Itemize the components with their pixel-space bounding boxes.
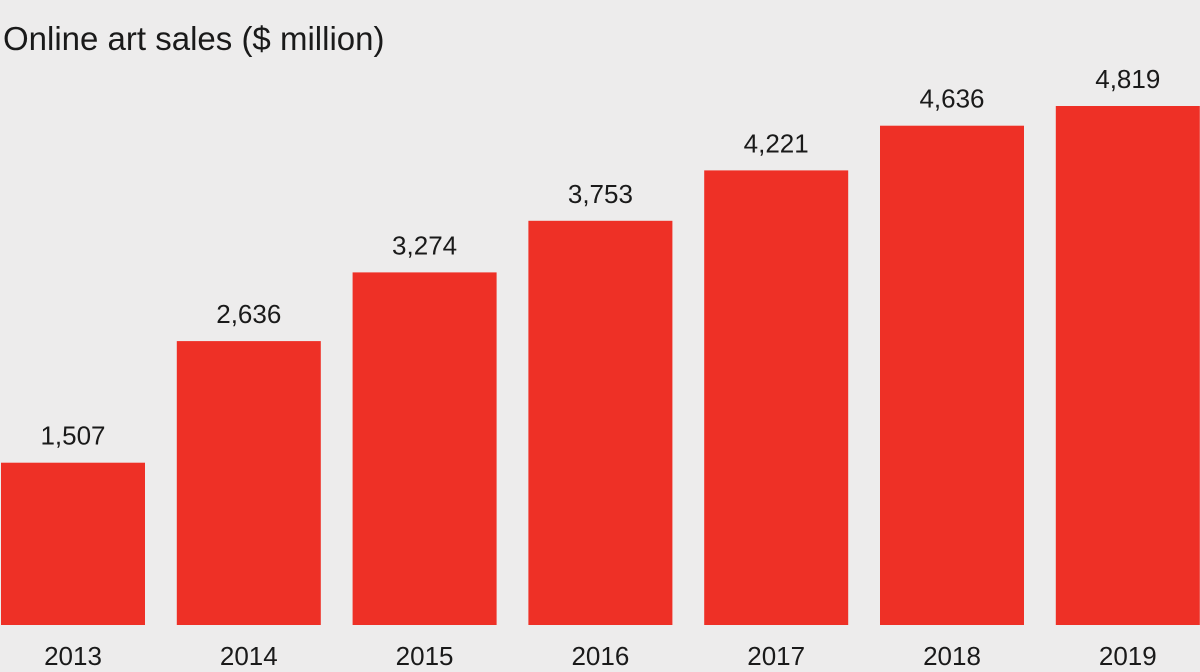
x-tick-label-2015: 2015 — [396, 641, 454, 671]
bar-2017 — [704, 170, 849, 625]
bar-2019 — [1055, 106, 1200, 625]
x-tick-label-2014: 2014 — [220, 641, 278, 671]
bar-2018 — [880, 125, 1024, 625]
bar-value-label-2013: 1,507 — [40, 421, 105, 451]
bar-2016 — [528, 220, 673, 626]
value-labels-group: 1,507 2,636 3,274 3,753 4,221 4,636 4,819 — [40, 64, 1160, 451]
x-tick-label-2019: 2019 — [1099, 641, 1157, 671]
bar-2014 — [176, 341, 321, 625]
x-tick-label-2018: 2018 — [923, 641, 981, 671]
bar-value-label-2018: 4,636 — [919, 84, 984, 114]
bar-value-label-2019: 4,819 — [1095, 64, 1160, 94]
bar-2015 — [352, 272, 497, 625]
chart-title: Online art sales ($ million) — [3, 20, 384, 57]
bar-value-label-2016: 3,753 — [568, 179, 633, 209]
bars-group — [1, 106, 1200, 626]
x-tick-label-2013: 2013 — [44, 641, 102, 671]
bar-2013 — [1, 462, 145, 625]
bar-value-label-2017: 4,221 — [744, 128, 809, 158]
bar-value-label-2015: 3,274 — [392, 230, 457, 260]
x-axis-tick-labels: 2013 2014 2015 2016 2017 2018 2019 — [44, 641, 1157, 671]
x-tick-label-2017: 2017 — [747, 641, 805, 671]
x-tick-label-2016: 2016 — [571, 641, 629, 671]
bar-value-label-2014: 2,636 — [216, 299, 281, 329]
